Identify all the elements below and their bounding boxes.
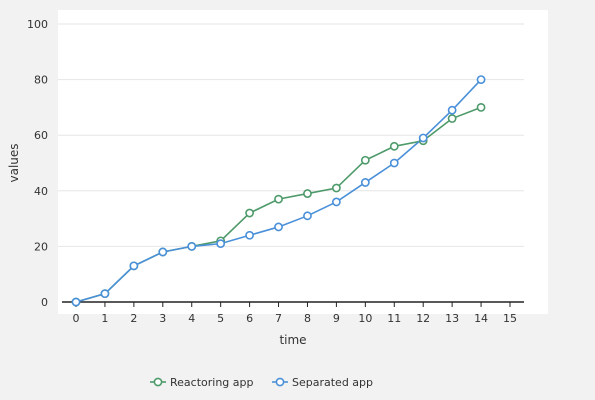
data-point-s1-1[interactable] bbox=[100, 289, 110, 299]
x-tick-label-4: 4 bbox=[188, 312, 195, 325]
x-tick-label-14: 14 bbox=[474, 312, 488, 325]
x-tick-label-10: 10 bbox=[358, 312, 372, 325]
data-point-s1-13[interactable] bbox=[447, 105, 457, 115]
x-tick-label-2: 2 bbox=[130, 312, 137, 325]
data-point-s1-12[interactable] bbox=[418, 133, 428, 143]
x-tick-label-15: 15 bbox=[503, 312, 517, 325]
data-point-s0-13[interactable] bbox=[447, 114, 457, 123]
series-points bbox=[71, 75, 486, 307]
legend-marker-0 bbox=[153, 377, 163, 387]
data-point-s0-11[interactable] bbox=[389, 141, 399, 151]
data-point-s1-4[interactable] bbox=[187, 241, 197, 251]
x-axis-title: time bbox=[279, 333, 306, 347]
data-point-s1-0[interactable] bbox=[71, 297, 81, 307]
data-point-s1-7[interactable] bbox=[274, 222, 283, 232]
legend-label-0[interactable]: Reactoring app bbox=[170, 376, 254, 389]
x-tick-label-5: 5 bbox=[217, 312, 224, 325]
x-tick-label-9: 9 bbox=[333, 312, 340, 325]
data-point-s1-10[interactable] bbox=[360, 178, 370, 187]
y-axis-title: values bbox=[7, 143, 21, 182]
grid-lines bbox=[58, 23, 524, 247]
y-tick-label-40: 40 bbox=[34, 185, 48, 198]
data-point-s0-8[interactable] bbox=[303, 189, 312, 198]
data-point-s1-3[interactable] bbox=[158, 247, 168, 257]
legend: Reactoring app Separated app bbox=[150, 376, 373, 389]
data-point-s1-8[interactable] bbox=[303, 211, 312, 221]
x-tick-label-3: 3 bbox=[159, 312, 166, 325]
y-tick-label-100: 100 bbox=[27, 18, 48, 31]
data-point-s0-7[interactable] bbox=[274, 194, 283, 204]
y-tick-label-60: 60 bbox=[34, 129, 48, 142]
legend-marker-1 bbox=[275, 377, 285, 387]
data-point-s1-6[interactable] bbox=[245, 230, 254, 240]
x-tick-label-8: 8 bbox=[304, 312, 311, 325]
x-tick-label-13: 13 bbox=[445, 312, 459, 325]
y-tick-labels: 0 20 40 60 80 100 bbox=[27, 18, 48, 309]
x-tick-label-0: 0 bbox=[73, 312, 80, 325]
data-point-s1-5[interactable] bbox=[216, 239, 226, 249]
x-tick-label-6: 6 bbox=[246, 312, 253, 325]
y-tick-label-80: 80 bbox=[34, 74, 48, 87]
data-point-s1-9[interactable] bbox=[331, 197, 341, 207]
data-point-s0-6[interactable] bbox=[245, 208, 254, 218]
x-tick-label-7: 7 bbox=[275, 312, 282, 325]
data-point-s1-2[interactable] bbox=[129, 261, 139, 271]
y-tick-label-20: 20 bbox=[34, 240, 48, 253]
data-point-s0-9[interactable] bbox=[331, 183, 341, 193]
x-tick-label-1: 1 bbox=[101, 312, 108, 325]
x-tick-labels: 0 1 2 3 4 5 6 7 8 9 10 11 12 13 14 15 bbox=[73, 302, 517, 325]
x-tick-label-11: 11 bbox=[387, 312, 401, 325]
y-tick-label-0: 0 bbox=[41, 296, 48, 309]
data-point-s1-11[interactable] bbox=[389, 158, 399, 168]
x-tick-label-12: 12 bbox=[416, 312, 430, 325]
data-point-s0-10[interactable] bbox=[360, 155, 370, 165]
data-point-s0-14[interactable] bbox=[476, 103, 486, 112]
legend-label-1[interactable]: Separated app bbox=[292, 376, 373, 389]
data-point-s1-14[interactable] bbox=[476, 75, 486, 84]
